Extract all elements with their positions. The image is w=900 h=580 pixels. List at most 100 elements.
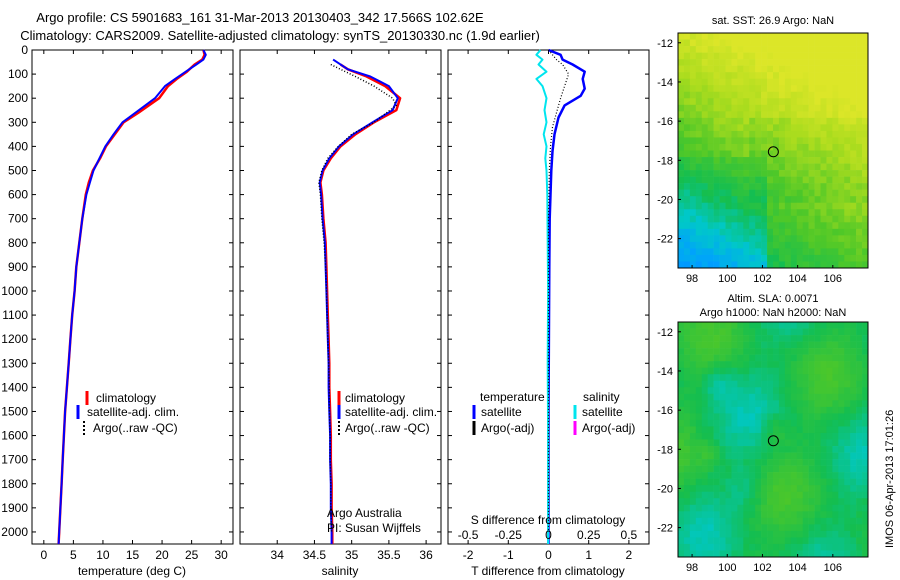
map-cell [713,150,720,158]
map-cell [701,209,708,217]
map-cell [838,472,845,479]
map-cell [773,517,780,525]
map-cell [713,393,720,401]
s-diff-tick-label: -0.5 [458,528,479,542]
map-cell [731,485,738,493]
map-cell [844,426,851,434]
map-cell [808,354,815,362]
map-cell [832,222,839,230]
x-tick-label: 1 [585,548,592,562]
map-cell [713,374,720,382]
map-cell [719,176,726,184]
map-cell [826,348,833,355]
map-cell [761,170,768,177]
map-cell [790,130,798,138]
map-cell [731,196,738,204]
map-cell [773,59,780,66]
map-cell [707,248,714,256]
map-cell [838,130,845,138]
map-cell [767,426,774,434]
map-cell [814,222,821,230]
map-cell [832,189,839,197]
map-cell [778,426,786,434]
legend-diff-temp-sat: satellite [481,405,522,419]
map-cell [719,235,726,243]
map-cell [701,85,708,93]
map-cell [719,419,726,427]
map-cell [778,170,786,177]
map-cell [707,426,714,434]
map-cell [678,33,685,40]
map-cell [862,550,869,558]
map-cell [808,498,815,506]
map-cell [773,222,780,230]
map-cell [725,491,732,499]
map-cell [862,478,869,486]
map-y-tick-label: -12 [657,38,673,50]
map-cell [707,459,714,466]
map-cell [802,341,809,349]
map-cell [808,241,815,249]
map-cell [832,426,839,434]
map-cell [767,98,774,106]
map-cell [856,419,863,427]
map-cell [856,209,863,217]
map-cell [767,65,774,73]
map-cell [689,380,697,388]
map-cell [856,387,863,395]
map-cell [713,485,720,493]
x-tick-label: 5 [70,548,77,562]
map-cell [743,530,750,538]
map-cell [701,328,708,336]
map-cell [862,196,869,204]
map-cell [808,235,815,243]
map-cell [850,335,857,342]
map-cell [814,550,821,558]
map-cell [749,176,756,184]
map-cell [737,85,744,93]
map-cell [778,478,786,486]
map-cell [678,426,685,434]
map-cell [701,446,708,453]
map-cell [778,452,786,460]
map-cell [838,491,845,499]
map-cell [856,361,863,368]
map-cell [862,511,869,519]
map-cell [778,196,786,204]
map-cell [844,524,851,532]
map-cell [784,387,792,395]
map-cell [796,72,803,79]
map-cell [737,550,744,558]
map-cell [784,426,792,434]
map-cell [737,341,744,349]
map-cell [749,189,756,197]
map-y-tick-label: -16 [657,405,673,417]
map-cell [832,202,839,210]
map-cell [773,413,780,421]
map-cell [713,85,720,93]
map-cell [832,150,839,158]
map-cell [862,465,869,473]
map-cell [678,328,685,336]
map-cell [832,348,839,355]
map-cell [695,459,703,466]
map-cell [808,254,815,262]
map-cell [802,202,809,210]
s-diff-tick-label: 0 [545,528,552,542]
map-cell [862,432,869,440]
map-cell [761,85,768,93]
map-cell [820,91,827,99]
map-cell [689,335,697,342]
map-cell [796,478,803,486]
map-cell [755,157,762,164]
map-cell [761,176,768,184]
map-cell [820,137,827,145]
map-cell [773,439,780,447]
map-cell [832,104,839,112]
map-cell [838,504,845,512]
map-cell [844,400,851,408]
map-cell [749,170,756,177]
map-cell [719,170,726,177]
map-cell [713,478,720,486]
map-cell [802,98,809,106]
